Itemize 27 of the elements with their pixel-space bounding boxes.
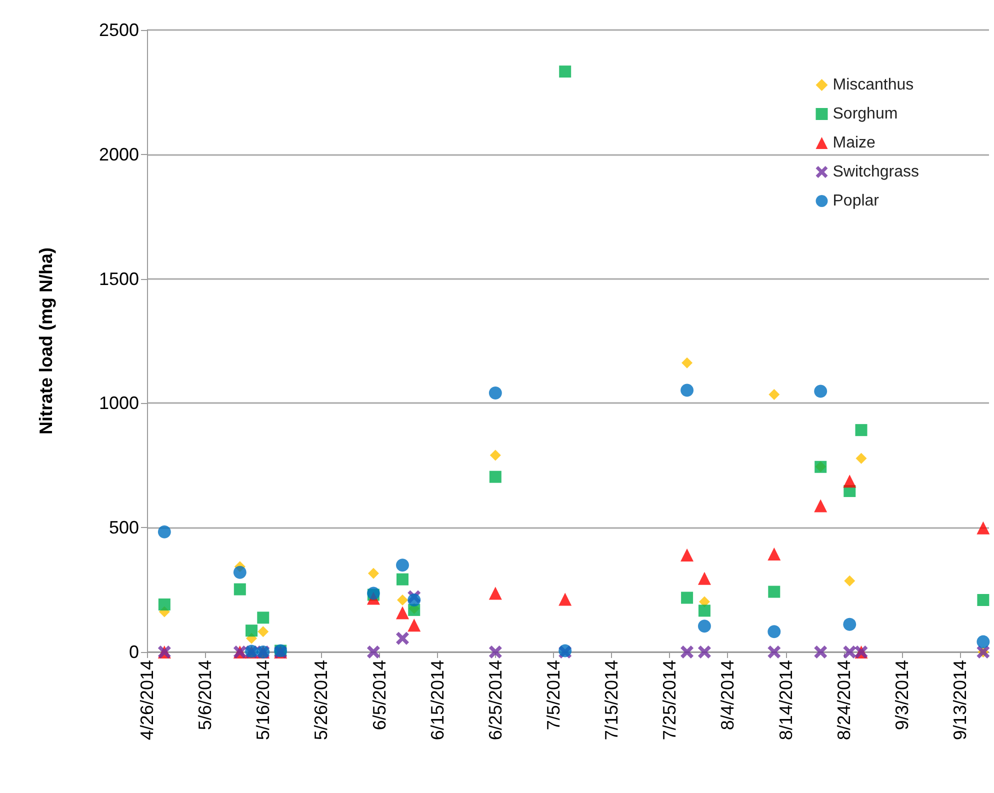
y-tick-label: 1000 bbox=[98, 393, 139, 414]
x-tick-label: 6/25/2014 bbox=[485, 660, 506, 740]
x-tick-label: 7/15/2014 bbox=[602, 660, 622, 740]
y-tick-label: 500 bbox=[108, 518, 139, 538]
x-tick-label: 8/14/2014 bbox=[776, 660, 796, 740]
x-tick-label: 9/13/2014 bbox=[950, 660, 970, 740]
legend-label: Maize bbox=[832, 134, 876, 152]
x-tick-label: 5/16/2014 bbox=[253, 660, 274, 740]
y-tick-label: 2500 bbox=[98, 20, 139, 40]
legend-label: Switchgrass bbox=[832, 164, 919, 180]
x-tick-label: 6/15/2014 bbox=[427, 660, 448, 740]
legend-label: Poplar bbox=[832, 192, 880, 210]
x-tick-label: 7/5/2014 bbox=[543, 660, 564, 730]
x-tick-label: 7/25/2014 bbox=[660, 660, 680, 740]
x-tick-label: 8/24/2014 bbox=[834, 660, 854, 740]
legend-label: Miscanthus bbox=[832, 76, 914, 94]
y-tick-label: 2000 bbox=[98, 144, 139, 164]
x-tick-label: 6/5/2014 bbox=[369, 660, 390, 730]
x-tick-label: 5/26/2014 bbox=[311, 660, 332, 740]
y-tick-label: 0 bbox=[128, 642, 139, 662]
x-tick-label: 5/6/2014 bbox=[195, 660, 216, 730]
legend-label: Sorghum bbox=[832, 106, 898, 122]
y-tick-label: 1500 bbox=[98, 268, 139, 289]
x-tick-label: 8/4/2014 bbox=[718, 660, 738, 730]
x-tick-label: 4/26/2014 bbox=[137, 660, 157, 740]
y-axis-title: Nitrate load (mg N/ha) bbox=[36, 247, 56, 435]
x-tick-label: 9/3/2014 bbox=[892, 660, 912, 730]
